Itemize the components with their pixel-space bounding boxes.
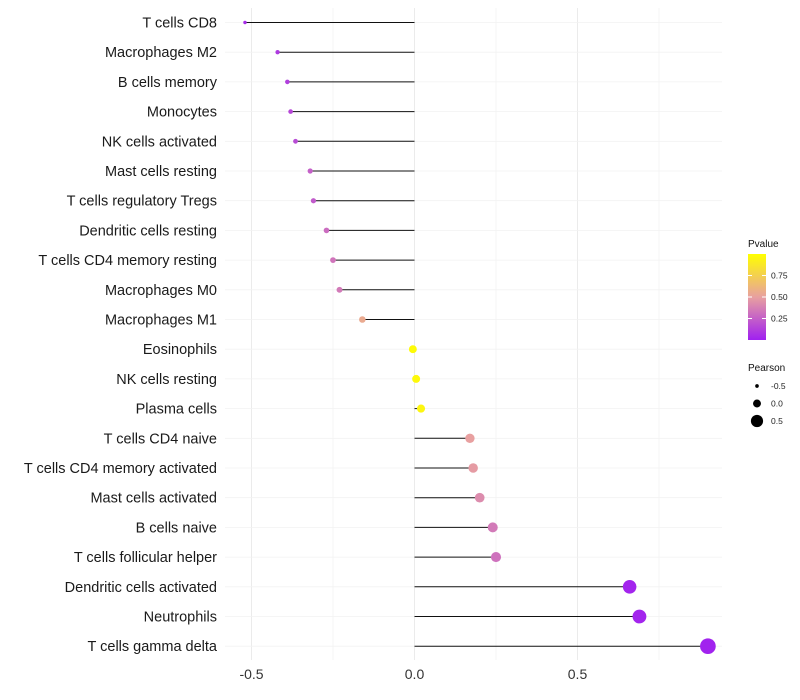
category-label: T cells gamma delta	[88, 639, 218, 655]
data-point	[632, 609, 647, 624]
data-point	[323, 227, 330, 234]
pearson-legend: Pearson -0.5 0.0 0.5	[748, 363, 786, 428]
data-point	[293, 138, 298, 144]
colorbar-tick-label: 0.50	[771, 292, 788, 302]
x-tick-label: -0.5	[239, 666, 263, 682]
colorbar-tick-label: 0.75	[771, 271, 788, 281]
category-label: Monocytes	[147, 105, 217, 121]
category-label: T cells CD4 naive	[104, 431, 217, 447]
size-legend-dot	[750, 414, 764, 428]
pvalue-legend: Pvalue 0.25 0.50 0.75	[748, 239, 788, 340]
category-label: Dendritic cells resting	[79, 223, 217, 239]
category-label: B cells memory	[118, 75, 218, 91]
category-label: Eosinophils	[143, 342, 217, 358]
data-point	[474, 492, 485, 503]
pvalue-legend-title: Pvalue	[748, 239, 779, 250]
size-legend-label: 0.0	[771, 399, 783, 409]
data-point	[336, 286, 343, 293]
category-label: Macrophages M0	[105, 283, 217, 299]
size-legend-label: -0.5	[771, 381, 786, 391]
data-point	[622, 579, 637, 594]
data-point	[359, 316, 366, 323]
pearson-legend-title: Pearson	[748, 363, 785, 374]
data-point	[275, 50, 280, 55]
data-point	[412, 374, 421, 383]
category-label: T cells CD4 memory activated	[24, 461, 217, 477]
category-label: Dendritic cells activated	[65, 580, 217, 596]
data-point	[288, 109, 293, 114]
pvalue-colorbar	[748, 254, 766, 340]
data-point	[408, 345, 417, 354]
lollipop-points	[243, 20, 716, 655]
category-label: Mast cells resting	[105, 164, 217, 180]
x-axis-ticks: -0.5 0.0 0.5	[239, 666, 587, 682]
data-point	[468, 463, 478, 473]
x-tick-label: 0.0	[405, 666, 425, 682]
data-point	[465, 433, 475, 443]
grid-lines	[225, 8, 722, 660]
data-point	[243, 20, 247, 25]
data-point	[416, 404, 426, 413]
size-legend-dot	[753, 399, 761, 408]
category-label: Plasma cells	[136, 402, 217, 418]
size-legend-dot	[755, 384, 759, 388]
colorbar-tick-label: 0.25	[771, 314, 788, 324]
data-point	[310, 198, 317, 204]
size-legend-label: 0.5	[771, 416, 783, 426]
category-labels: T cells CD8 Macrophages M2 B cells memory M…	[24, 16, 218, 656]
category-label: T cells CD8	[142, 16, 217, 32]
category-label: NK cells activated	[102, 134, 217, 150]
category-label: Macrophages M2	[105, 45, 217, 61]
category-label: T cells regulatory Tregs	[67, 194, 217, 210]
x-tick-label: 0.5	[568, 666, 588, 682]
category-label: Neutrophils	[144, 610, 217, 626]
category-label: Macrophages M1	[105, 313, 217, 329]
data-point	[490, 552, 502, 563]
lollipop-stems	[244, 22, 708, 647]
data-point	[487, 522, 498, 533]
category-label: B cells naive	[136, 520, 217, 536]
category-label: NK cells resting	[116, 372, 217, 388]
data-point	[285, 79, 290, 85]
data-point	[307, 168, 313, 174]
data-point	[330, 257, 336, 263]
category-label: Mast cells activated	[90, 491, 217, 507]
data-point	[700, 638, 716, 655]
category-label: T cells follicular helper	[74, 550, 217, 566]
category-label: T cells CD4 memory resting	[38, 253, 217, 269]
